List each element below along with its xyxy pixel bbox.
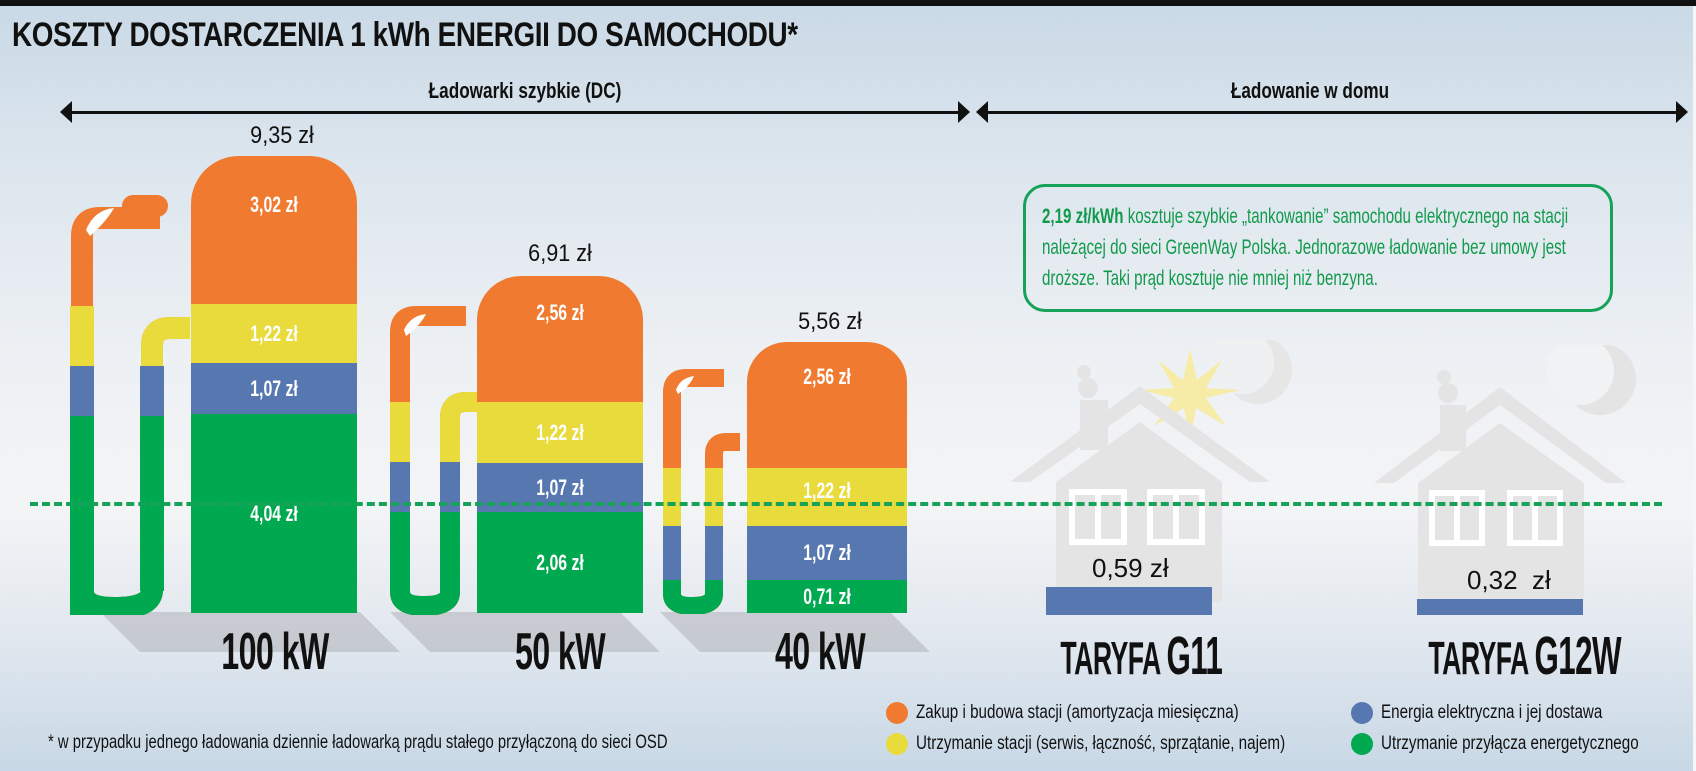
charger-hose-icon [663, 369, 740, 614]
bar-segment-energy: 1,07 zł [191, 363, 357, 414]
stacked-bar: 2,56 zł 1,22 zł 1,07 zł 2,06 zł [477, 276, 643, 613]
total-label: 6,91 zł [528, 240, 592, 267]
tariff-label: TARYFA G11 [1060, 626, 1223, 686]
bar-segment-connection: 4,04 zł [191, 414, 357, 613]
arrow-left-icon [976, 101, 988, 123]
bar-segment-connection: 0,71 zł [747, 580, 907, 613]
total-label: 5,56 zł [798, 308, 862, 335]
legend-item-energy: Energia elektryczna i jej dostawa [1351, 702, 1658, 724]
legend-swatch-orange-icon [886, 702, 908, 724]
charger-label: 40 kW [774, 623, 866, 681]
section-label-home-charging: Ładowanie w domu [1230, 78, 1390, 103]
tariff-label: TARYFA G12W [1428, 626, 1621, 686]
callout-highlight: 2,19 zł/kWh [1042, 205, 1124, 228]
callout-box: 2,19 zł/kWh kosztuje szybkie „tankowanie… [1023, 184, 1613, 312]
home-charging-span-line [986, 111, 1678, 114]
legend-item-maintenance: Utrzymanie stacji (serwis, łączność, spr… [886, 733, 1377, 755]
home-bar-energy [1417, 599, 1583, 615]
bar-segment-connection: 2,06 zł [477, 512, 643, 613]
house-moon-icon [1374, 345, 1636, 603]
arrow-right-icon [958, 101, 970, 123]
fast-chargers-span-line [70, 111, 960, 114]
reference-line-2-19 [30, 502, 1662, 506]
right-edge [1693, 6, 1696, 771]
house-sun-icon [1010, 340, 1292, 602]
charger-hose-icon [390, 306, 478, 615]
arrow-right-icon [1676, 101, 1688, 123]
bar-segment-purchase: 3,02 zł [191, 156, 357, 304]
footnote: * w przypadku jednego ładowania dziennie… [48, 732, 668, 753]
chart-title: KOSZTY DOSTARCZENIA 1 kWh ENERGII DO SAM… [12, 16, 798, 54]
section-label-fast-chargers: Ładowarki szybkie (DC) [428, 78, 622, 103]
charger-label: 100 kW [221, 623, 329, 681]
legend-item-purchase: Zakup i budowa stacji (amortyzacja miesi… [886, 702, 1319, 724]
bar-segment-purchase: 2,56 zł [747, 342, 907, 468]
stacked-bar: 3,02 zł 1,22 zł 1,07 zł 4,04 zł [191, 156, 357, 613]
total-label: 9,35 zł [250, 122, 314, 149]
callout-text: kosztuje szybkie „tankowanie” samochodu … [1042, 205, 1569, 290]
bar-segment-energy: 1,07 zł [747, 526, 907, 580]
arrow-left-icon [60, 101, 72, 123]
home-value: 0,59 zł [1092, 553, 1169, 583]
bar-segment-purchase: 2,56 zł [477, 276, 643, 402]
charger-label: 50 kW [514, 623, 606, 681]
legend-item-connection: Utrzymanie przyłącza energetycznego [1351, 733, 1696, 755]
legend-swatch-blue-icon [1351, 702, 1373, 724]
bar-segment-maintenance: 1,22 zł [747, 468, 907, 526]
legend-swatch-yellow-icon [886, 733, 908, 755]
bar-segment-maintenance: 1,22 zł [477, 402, 643, 463]
top-border [0, 0, 1696, 6]
legend-swatch-green-icon [1351, 733, 1373, 755]
stacked-bar: 2,56 zł 1,22 zł 1,07 zł 0,71 zł [747, 342, 907, 613]
charger-hose-icon [70, 195, 190, 615]
home-bar-energy [1046, 587, 1212, 615]
bar-segment-maintenance: 1,22 zł [191, 304, 357, 363]
home-value: 0,32 zł [1467, 565, 1551, 595]
